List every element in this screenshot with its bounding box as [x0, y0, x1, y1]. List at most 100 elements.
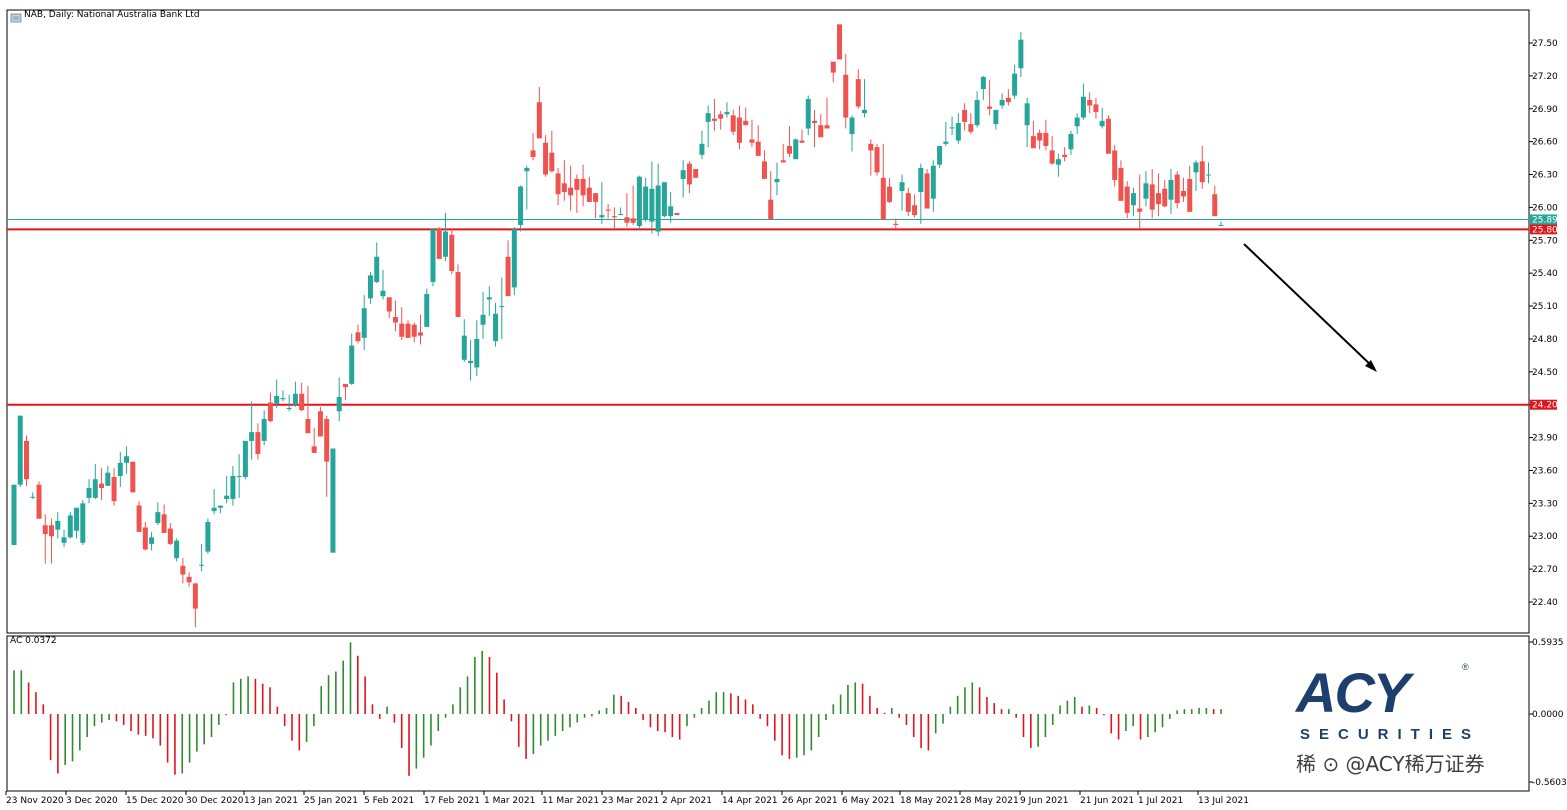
candle-body — [468, 360, 474, 364]
candle-body — [292, 393, 298, 405]
candle-body — [261, 418, 267, 441]
candle-body — [311, 446, 317, 453]
price-tick-label: 27.50 — [1532, 39, 1558, 49]
hline-badge-25.89 — [1530, 214, 1557, 225]
price-tick-label: 23.00 — [1532, 532, 1558, 542]
candle-body — [230, 475, 236, 499]
candle-body — [1074, 117, 1080, 127]
candle-body — [105, 472, 111, 486]
candle-body — [1043, 132, 1049, 147]
candle-body — [1037, 132, 1043, 141]
candle-body — [924, 173, 930, 209]
candle-body — [17, 415, 23, 485]
logo-registered-mark: ® — [1462, 662, 1469, 672]
candle-body — [593, 193, 599, 202]
candle-body — [693, 169, 699, 178]
candle-body — [211, 507, 217, 512]
time-tick-label: 17 Feb 2021 — [424, 796, 480, 806]
candle-body — [167, 528, 173, 544]
candle-body — [905, 193, 911, 212]
candle-body — [361, 308, 367, 338]
candle-body — [930, 165, 936, 199]
candle-body — [1018, 39, 1024, 69]
candle-body — [811, 120, 817, 124]
candle-body — [561, 183, 567, 193]
time-tick-label: 2 Apr 2021 — [662, 796, 712, 806]
candle-body — [937, 146, 943, 165]
candle-body — [192, 583, 198, 609]
candle-body — [474, 338, 480, 368]
candle-body — [411, 324, 417, 337]
price-tick-label: 26.30 — [1532, 171, 1558, 181]
candle-body — [555, 173, 561, 195]
candle-body — [1212, 194, 1218, 217]
candle-body — [605, 209, 611, 211]
candle-body — [1180, 190, 1186, 197]
candle-body — [518, 186, 524, 225]
candle-body — [1049, 150, 1055, 164]
time-tick-label: 28 May 2021 — [960, 796, 1019, 806]
candle-body — [443, 231, 449, 257]
candle-body — [249, 432, 255, 441]
candle-body — [392, 317, 398, 323]
candle-body — [430, 229, 436, 282]
candle-body — [943, 141, 949, 144]
ac-tick-label: -0.5603 — [1532, 778, 1567, 788]
candle-body — [761, 161, 767, 179]
candle-body — [949, 127, 955, 129]
candle-body — [793, 139, 799, 160]
candle-body — [1187, 178, 1193, 212]
candle-body — [837, 24, 843, 60]
time-tick-label: 3 Dec 2020 — [66, 796, 118, 806]
candle-body — [987, 106, 993, 109]
candle-body — [342, 383, 348, 388]
candle-body — [780, 160, 786, 163]
candle-body — [205, 521, 211, 552]
candle-body — [786, 146, 792, 154]
candle-body — [661, 182, 667, 217]
logo-mark: ACY — [1296, 661, 1410, 724]
candle-body — [124, 456, 130, 463]
candle-body — [643, 186, 649, 220]
candle-body — [405, 323, 411, 338]
candle-body — [730, 115, 736, 132]
candle-body — [724, 112, 730, 115]
candle-body — [1118, 167, 1124, 201]
price-tick-label: 25.70 — [1532, 236, 1558, 246]
logo-watermark: 稀 ⊙ @ACY稀万证券 — [1296, 752, 1485, 776]
candle-body — [130, 461, 136, 493]
candle-body — [830, 61, 836, 73]
candle-body — [1055, 159, 1061, 165]
candle-body — [862, 109, 868, 114]
candle-body — [155, 512, 161, 524]
candle-body — [855, 79, 861, 107]
candle-body — [61, 537, 67, 543]
candle-body — [1162, 188, 1168, 207]
time-axis: 23 Nov 2020 3 Dec 2020 15 Dec 2020 30 Dec 2… — [5, 791, 1249, 806]
time-tick-label: 23 Nov 2020 — [6, 796, 64, 806]
candle-body — [980, 76, 986, 90]
trend-arrow-line — [1243, 243, 1375, 369]
candle-body — [568, 187, 574, 196]
candle-body — [1137, 208, 1143, 212]
candle-body — [1080, 96, 1086, 118]
candle-body — [461, 335, 467, 360]
candle-body — [1130, 193, 1136, 206]
candle-body — [255, 432, 261, 455]
time-tick-label: 11 Mar 2021 — [542, 796, 599, 806]
candle-body — [524, 167, 530, 172]
candle-body — [624, 217, 630, 223]
candle-body — [1199, 161, 1205, 183]
candle-body — [511, 229, 517, 288]
candle-body — [711, 118, 717, 121]
candle-body — [449, 234, 455, 271]
candle-body — [880, 177, 886, 220]
candle-body — [161, 514, 167, 533]
candle-body — [280, 398, 286, 400]
candle-body — [918, 167, 924, 193]
candle-body — [267, 402, 273, 422]
candle-body — [174, 540, 180, 559]
candle-body — [768, 199, 774, 220]
candle-body — [149, 537, 155, 544]
